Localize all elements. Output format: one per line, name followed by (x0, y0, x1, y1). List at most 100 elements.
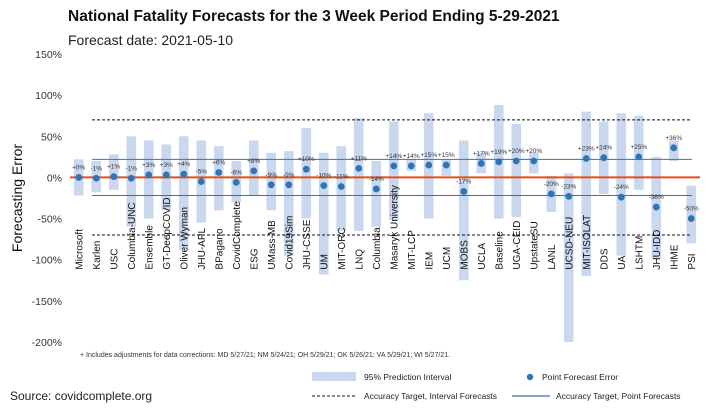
category-label: LNQ (355, 249, 366, 270)
y-tick-label: 0% (47, 172, 62, 184)
point-forecast-marker (197, 178, 205, 185)
point-forecast-marker (372, 185, 380, 193)
category-label: DDS (600, 248, 611, 269)
point-value-label: -1% (125, 165, 137, 172)
point-forecast-marker (355, 164, 363, 172)
point-value-label: -5% (195, 169, 207, 176)
point-forecast-marker (565, 192, 573, 200)
category-label: JHU-IDD (652, 230, 663, 270)
point-forecast-marker (512, 157, 520, 165)
point-forecast-marker (407, 162, 415, 170)
prediction-interval-bar (633, 115, 644, 190)
prediction-interval-bar (511, 123, 522, 217)
prediction-interval-bar (178, 136, 189, 250)
chart-title: National Fatality Forecasts for the 3 We… (68, 8, 560, 25)
point-value-label: -20% (544, 181, 559, 188)
point-forecast-marker (617, 193, 625, 201)
y-tick-label: -50% (37, 214, 62, 226)
prediction-interval-bar (616, 113, 627, 256)
point-value-label: +4% (177, 161, 190, 168)
category-label: UCM (442, 247, 453, 270)
category-label: UCLA (477, 243, 488, 270)
point-value-label: +11% (351, 155, 368, 162)
point-forecast-marker (250, 167, 258, 175)
category-label: Baseline (495, 231, 506, 270)
point-forecast-marker (635, 153, 643, 161)
point-value-label: +14% (403, 153, 420, 160)
point-value-label: -9% (283, 172, 295, 179)
point-value-label: +0% (72, 164, 85, 171)
point-forecast-marker (670, 144, 678, 152)
category-label: CovidComplete (232, 201, 243, 270)
category-label: IEM (425, 252, 436, 270)
point-forecast-marker (530, 157, 538, 165)
point-value-label: -1% (90, 165, 102, 172)
point-value-label: +36% (665, 135, 682, 142)
point-value-label: -9% (265, 172, 277, 179)
point-value-label: +14% (385, 153, 402, 160)
point-value-label: -17% (456, 178, 471, 185)
category-label: UM (320, 254, 331, 270)
point-value-label: +15% (420, 152, 437, 159)
category-label: IHME (670, 244, 681, 269)
point-value-label: +24% (595, 145, 612, 152)
point-value-label: +19% (490, 149, 507, 156)
prediction-interval-bar (686, 185, 697, 244)
point-value-label: +23% (578, 146, 595, 153)
point-forecast-marker (232, 178, 240, 186)
point-forecast-marker (267, 181, 275, 189)
prediction-interval-bar (458, 140, 469, 281)
y-tick-label: -100% (32, 255, 62, 267)
point-forecast-marker (285, 181, 293, 189)
point-forecast-marker (652, 203, 660, 211)
y-axis-title: Forecasting Error (9, 144, 25, 252)
point-forecast-marker (495, 158, 503, 166)
prediction-interval-bar (353, 118, 364, 231)
point-forecast-marker (92, 174, 100, 182)
point-value-label: +25% (630, 144, 647, 151)
footnote: + Includes adjustments for data correcti… (80, 352, 450, 359)
point-value-label: +17% (473, 150, 490, 157)
category-label: GT-DeepCOVID (162, 197, 173, 269)
point-value-label: +6% (212, 159, 225, 166)
point-forecast-marker (215, 169, 223, 176)
category-label: UpstateSU (530, 221, 541, 269)
legend-interval-swatch (312, 372, 356, 381)
point-value-label: -6% (230, 169, 242, 176)
point-forecast-marker (477, 160, 485, 167)
point-forecast-marker (127, 174, 135, 182)
point-forecast-marker (425, 161, 433, 169)
prediction-interval-bar (581, 111, 592, 277)
legend-accuracy-point-label: Accuracy Target, Point Forecasts (556, 391, 681, 401)
point-forecast-marker (180, 170, 188, 178)
point-value-label: +1% (107, 164, 120, 171)
point-value-label: -50% (684, 206, 699, 213)
point-forecast-marker (302, 165, 310, 173)
prediction-interval-bar (318, 152, 329, 275)
point-value-label: -11% (334, 173, 349, 180)
source-note: Source: covidcomplete.org (10, 389, 153, 403)
point-value-label: -36% (649, 194, 664, 201)
y-tick-label: 100% (35, 90, 62, 102)
category-label: Masaryk University (390, 185, 401, 269)
category-label: Columbia (372, 227, 383, 270)
category-label: USC (110, 248, 121, 269)
category-label: LSHTM (635, 236, 646, 270)
prediction-interval-bar (283, 151, 294, 256)
point-value-label: +10% (298, 156, 315, 163)
category-label: PSI (687, 253, 698, 269)
category-label: MIT-LCP (407, 230, 418, 270)
category-label: Oliver Wyman (180, 207, 191, 270)
point-forecast-marker (547, 190, 555, 198)
legend-point-swatch (526, 373, 534, 381)
point-forecast-marker (75, 174, 83, 181)
y-tick-label: 150% (35, 49, 62, 61)
category-label: UA (617, 255, 628, 269)
legend-point-label: Point Forecast Error (542, 372, 618, 382)
point-value-label: +20% (525, 148, 542, 155)
y-tick-label: -200% (32, 337, 62, 349)
prediction-interval-bar (143, 140, 154, 219)
point-forecast-marker (460, 188, 468, 195)
point-forecast-marker (145, 171, 153, 179)
prediction-interval-bar (388, 121, 399, 221)
